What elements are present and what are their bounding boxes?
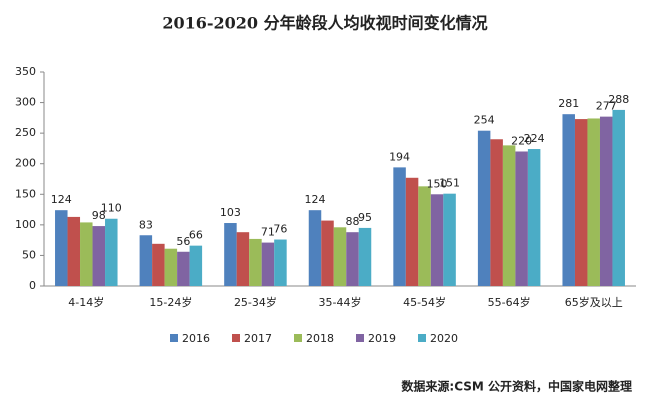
bar bbox=[92, 226, 106, 286]
data-label: 277 bbox=[596, 100, 617, 113]
data-label: 254 bbox=[474, 114, 495, 127]
bar bbox=[502, 145, 516, 286]
bar bbox=[105, 218, 118, 286]
data-label: 95 bbox=[358, 211, 372, 224]
chart-title: 2016-2020 分年龄段人均收视时间变化情况 bbox=[162, 14, 487, 33]
data-label: 98 bbox=[92, 209, 106, 222]
y-tick-label: 350 bbox=[15, 65, 36, 78]
legend-label: 2016 bbox=[182, 332, 210, 345]
x-tick-label: 4-14岁 bbox=[68, 295, 104, 309]
data-label: 281 bbox=[558, 97, 579, 110]
legend-swatch bbox=[294, 334, 302, 342]
bar bbox=[139, 235, 153, 286]
bar bbox=[261, 242, 275, 286]
data-label: 150 bbox=[427, 177, 448, 190]
bar bbox=[67, 216, 81, 286]
source-note: 数据来源:CSM 公开资料，中国家电网整理 bbox=[401, 379, 632, 394]
bar bbox=[152, 243, 165, 286]
x-tick-label: 65岁及以上 bbox=[565, 295, 623, 309]
data-label: 124 bbox=[305, 193, 326, 206]
bar bbox=[236, 232, 250, 286]
bar bbox=[80, 222, 93, 286]
data-label: 103 bbox=[220, 206, 241, 219]
data-label: 66 bbox=[189, 229, 203, 242]
x-tick-label: 15-24岁 bbox=[149, 295, 192, 309]
x-tick-label: 35-44岁 bbox=[319, 295, 362, 309]
bar bbox=[418, 186, 431, 286]
x-tick-label: 45-54岁 bbox=[403, 295, 446, 309]
legend-label: 2018 bbox=[306, 332, 334, 345]
bar bbox=[321, 220, 334, 286]
legend-swatch bbox=[418, 334, 426, 342]
y-tick-label: 250 bbox=[15, 126, 36, 139]
legend-swatch bbox=[356, 334, 364, 342]
data-label: 194 bbox=[389, 150, 410, 163]
legend-swatch bbox=[170, 334, 178, 342]
bar bbox=[562, 114, 575, 286]
bar bbox=[430, 194, 444, 286]
data-label: 220 bbox=[511, 134, 532, 147]
data-label: 83 bbox=[139, 218, 153, 231]
data-label: 71 bbox=[261, 226, 275, 239]
bar bbox=[189, 245, 203, 286]
data-label: 288 bbox=[608, 93, 629, 106]
bar bbox=[599, 116, 613, 287]
bar bbox=[587, 118, 600, 287]
data-label: 224 bbox=[524, 132, 545, 145]
data-label: 110 bbox=[101, 202, 122, 215]
bar bbox=[574, 119, 588, 286]
legend-label: 2020 bbox=[430, 332, 458, 345]
bar bbox=[358, 227, 372, 286]
bar bbox=[527, 149, 541, 286]
bar bbox=[55, 210, 68, 286]
bar bbox=[164, 248, 178, 286]
data-label: 151 bbox=[439, 177, 460, 190]
x-tick-label: 25-34岁 bbox=[234, 295, 277, 309]
y-tick-label: 100 bbox=[15, 218, 36, 231]
bar bbox=[224, 223, 237, 286]
bar bbox=[515, 151, 528, 286]
bar bbox=[249, 238, 262, 286]
data-label: 56 bbox=[176, 235, 190, 248]
bar bbox=[490, 139, 503, 286]
legend-swatch bbox=[232, 334, 240, 342]
bar bbox=[443, 193, 456, 286]
y-tick-label: 300 bbox=[15, 96, 36, 109]
bar bbox=[405, 177, 419, 286]
bar bbox=[177, 251, 190, 286]
bar bbox=[393, 167, 406, 286]
bar bbox=[333, 227, 347, 286]
data-label: 88 bbox=[346, 215, 360, 228]
legend-label: 2019 bbox=[368, 332, 396, 345]
bar bbox=[274, 239, 287, 286]
legend-label: 2017 bbox=[244, 332, 272, 345]
bar bbox=[612, 109, 625, 286]
x-tick-label: 55-64岁 bbox=[488, 295, 531, 309]
bar bbox=[346, 232, 359, 286]
y-tick-label: 150 bbox=[15, 187, 36, 200]
bar bbox=[477, 130, 491, 286]
y-tick-label: 50 bbox=[22, 248, 36, 261]
bar bbox=[308, 210, 322, 286]
y-tick-label: 200 bbox=[15, 157, 36, 170]
data-label: 76 bbox=[273, 223, 287, 236]
data-label: 124 bbox=[51, 193, 72, 206]
y-tick-label: 0 bbox=[29, 279, 36, 292]
